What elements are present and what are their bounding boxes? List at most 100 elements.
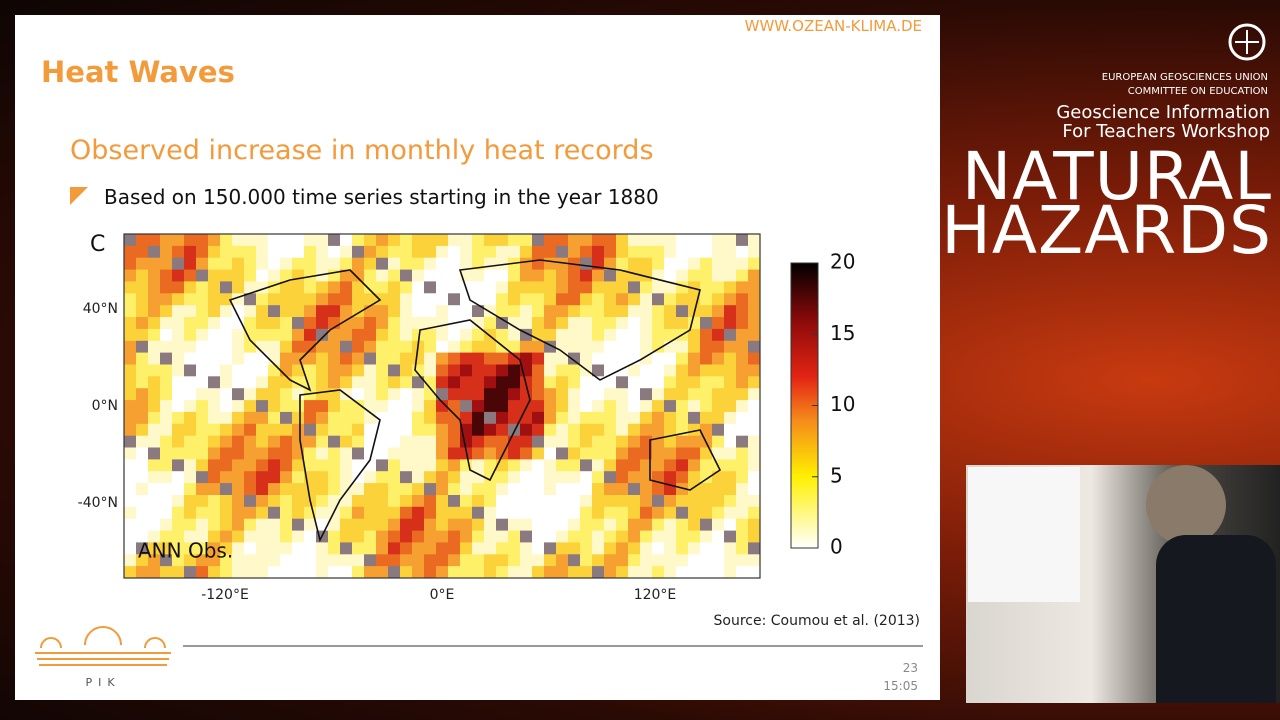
map-cell [244, 352, 257, 365]
map-cell [484, 257, 497, 271]
map-cell [208, 340, 221, 354]
map-cell [640, 257, 653, 271]
map-cell [304, 269, 317, 282]
map-cell [124, 423, 137, 437]
map-cell [640, 423, 653, 437]
map-cell [496, 400, 509, 413]
map-cell [640, 376, 653, 389]
map-cell [712, 530, 725, 543]
map-cell [280, 542, 293, 555]
map-cell [472, 542, 485, 555]
map-cell [256, 376, 269, 389]
map-cell [460, 411, 473, 425]
map-cell [244, 400, 257, 413]
map-cell [532, 411, 545, 425]
map-cell [184, 471, 197, 484]
map-cell [316, 352, 329, 365]
map-cell [436, 495, 449, 508]
map-cell [712, 566, 725, 579]
map-cell [448, 495, 461, 508]
map-cell [640, 281, 653, 294]
map-cell [412, 293, 425, 306]
map-cell [520, 293, 533, 306]
map-cell [688, 281, 701, 294]
map-cell [172, 352, 185, 365]
map-cell [412, 269, 425, 282]
map-cell [748, 483, 761, 496]
map-cell [736, 542, 749, 555]
map-cell [724, 542, 737, 555]
map-cell [484, 317, 497, 330]
map-cell [460, 340, 473, 354]
map-cell [136, 245, 149, 259]
map-cell [736, 364, 749, 377]
map-cell [292, 518, 305, 532]
map-cell [268, 411, 281, 425]
map-cell [280, 483, 293, 496]
map-cell [208, 234, 221, 247]
map-cell [196, 435, 209, 449]
map-cell [580, 388, 593, 401]
map-cell [556, 423, 569, 437]
map-cell [544, 245, 557, 259]
map-cell [616, 554, 629, 567]
map-cell [592, 518, 605, 532]
map-cell [244, 471, 257, 484]
map-cell [148, 281, 161, 294]
map-cell [148, 542, 161, 555]
map-cell [376, 554, 389, 567]
map-cell [376, 530, 389, 543]
map-cell [604, 471, 617, 484]
map-cell [592, 281, 605, 294]
map-cell [676, 483, 689, 496]
map-cell [748, 257, 761, 271]
map-cell [580, 328, 593, 342]
map-cell [232, 530, 245, 543]
bullet-text: Based on 150.000 time series starting in… [104, 185, 659, 209]
map-cell [208, 364, 221, 377]
map-cell [364, 506, 377, 520]
map-cell [400, 388, 413, 401]
map-cell [484, 281, 497, 294]
map-cell [316, 257, 329, 271]
map-cell [376, 269, 389, 282]
map-cell [616, 435, 629, 449]
map-cell [316, 411, 329, 425]
map-cell [136, 435, 149, 449]
map-cell [436, 257, 449, 271]
map-cell [304, 234, 317, 247]
map-cell [676, 566, 689, 579]
map-cell [124, 281, 137, 294]
map-cell [484, 495, 497, 508]
map-cell [724, 423, 737, 437]
map-cell [556, 554, 569, 567]
map-cell [220, 400, 233, 413]
map-cell [340, 340, 353, 354]
map-cell [496, 411, 509, 425]
map-cell [436, 542, 449, 555]
map-cell [268, 483, 281, 496]
map-cell [280, 471, 293, 484]
map-cell [748, 435, 761, 449]
map-cell [220, 293, 233, 306]
map-cell [220, 257, 233, 271]
map-cell [544, 411, 557, 425]
map-cell [664, 257, 677, 271]
map-cell [220, 340, 233, 354]
map-cell [664, 435, 677, 449]
map-cell [412, 566, 425, 579]
map-cell [508, 459, 521, 472]
map-cell [472, 388, 485, 401]
map-cell [532, 495, 545, 508]
map-cell [376, 293, 389, 306]
map-cell [676, 245, 689, 259]
map-cell [172, 506, 185, 520]
map-cell [340, 269, 353, 282]
map-cell [592, 328, 605, 342]
map-cell [472, 554, 485, 567]
map-cell [412, 305, 425, 318]
map-cell [568, 245, 581, 259]
map-cell [328, 530, 341, 543]
map-cell [448, 281, 461, 294]
map-cell [304, 400, 317, 413]
